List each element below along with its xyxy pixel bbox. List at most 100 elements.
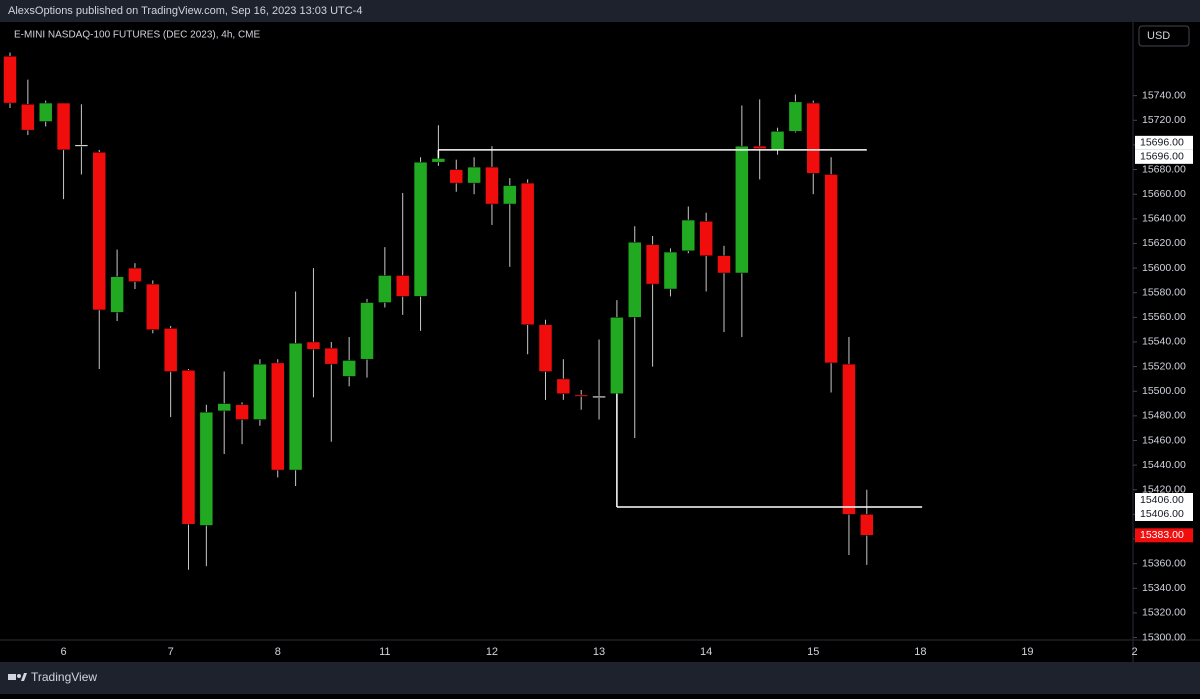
- candle-body: [824, 174, 838, 364]
- plot-bg: [0, 22, 1200, 662]
- candle-body: [378, 275, 392, 303]
- y-tick-label: 15420.00: [1142, 484, 1186, 496]
- y-tick-label: 15460.00: [1142, 434, 1186, 446]
- candle-body: [574, 394, 588, 397]
- level-tag: [1135, 506, 1193, 521]
- currency-button[interactable]: [1138, 25, 1190, 47]
- candle-body: [128, 267, 142, 282]
- candle-body: [752, 145, 767, 149]
- candle-body: [806, 102, 820, 174]
- x-tick-label: 13: [593, 646, 605, 658]
- level-label: 15406.00: [1140, 494, 1184, 506]
- y-tick-label: 15360.00: [1142, 557, 1186, 569]
- x-tick-label: 15: [807, 646, 819, 658]
- x-tick-label: 6: [60, 646, 66, 658]
- x-tick-label: 8: [275, 646, 281, 658]
- y-tick-label: 15320.00: [1142, 607, 1186, 619]
- y-tick-label: 15520.00: [1142, 360, 1186, 372]
- footer: [0, 662, 1200, 694]
- top-bar: [0, 0, 1200, 22]
- candle-body: [3, 56, 17, 104]
- candle-body: [413, 161, 428, 297]
- candle-body: [735, 145, 749, 274]
- candle-body: [38, 102, 53, 122]
- candle-body: [92, 152, 106, 311]
- candle-body: [467, 166, 481, 184]
- level-label: 15696.00: [1140, 151, 1184, 163]
- candle-body: [217, 403, 231, 412]
- candle-body: [503, 185, 517, 205]
- y-tick-label: 15300.00: [1142, 631, 1186, 643]
- y-tick-label: 15340.00: [1142, 582, 1186, 594]
- candle-body: [288, 342, 303, 471]
- candle-body: [253, 363, 267, 420]
- candle-body: [181, 370, 196, 525]
- candle-body: [610, 317, 624, 394]
- x-tick-label: 7: [168, 646, 174, 658]
- x-tick-label: 11: [379, 646, 390, 658]
- candle-body: [645, 244, 660, 285]
- candle-body: [520, 182, 535, 325]
- candle-body: [163, 328, 178, 372]
- candle-body: [663, 251, 678, 290]
- candle-body: [860, 514, 874, 536]
- last-price-label: 15383.00: [1140, 529, 1184, 541]
- candle-body: [592, 395, 606, 398]
- candle-body: [199, 411, 214, 526]
- level-tag: [1135, 149, 1193, 164]
- level-tag: [1135, 135, 1193, 150]
- candle-body: [21, 104, 35, 131]
- candle-body: [342, 360, 356, 377]
- y-tick-label: 15620.00: [1142, 237, 1186, 249]
- candle-body: [324, 347, 339, 365]
- candle-body: [485, 166, 499, 205]
- candle-body: [699, 221, 713, 257]
- chart-title: E-MINI NASDAQ-100 FUTURES (DEC 2023), 4h…: [14, 30, 260, 41]
- x-tick-label: 19: [1021, 646, 1033, 658]
- candle-body: [306, 341, 321, 350]
- y-tick-label: 15580.00: [1142, 286, 1186, 298]
- candle-body: [842, 363, 856, 515]
- candle-body: [146, 283, 160, 330]
- y-tick-label: 15740.00: [1142, 89, 1186, 101]
- candle-body: [56, 102, 71, 151]
- candle-body: [538, 324, 553, 372]
- candle-body: [717, 255, 731, 274]
- x-tick-label: 14: [700, 646, 712, 658]
- y-tick-label: 15720.00: [1142, 114, 1186, 126]
- logo: [8, 673, 27, 681]
- candle-body: [556, 378, 571, 394]
- y-tick-label: 15680.00: [1142, 163, 1186, 175]
- candle-body: [431, 158, 446, 163]
- currency: USD: [1147, 30, 1170, 42]
- candle-body: [271, 362, 285, 471]
- y-tick-label: 15540.00: [1142, 336, 1186, 348]
- candle-body: [628, 241, 642, 318]
- y-tick-label: 15480.00: [1142, 410, 1186, 422]
- y-tick-label: 15600.00: [1142, 262, 1186, 274]
- y-tick-label: 15660.00: [1142, 188, 1186, 200]
- candle-body: [110, 276, 124, 313]
- candle-body: [449, 169, 463, 184]
- x-tick-label: 18: [914, 646, 926, 658]
- x-tick-label: 12: [486, 646, 498, 658]
- level-label: 15406.00: [1140, 508, 1184, 520]
- candle-body: [360, 302, 374, 360]
- candle-body: [681, 219, 696, 252]
- candle-body: [74, 144, 89, 147]
- level-tag: [1135, 492, 1193, 507]
- footer-brand: TradingView: [31, 670, 97, 684]
- candle-body: [235, 404, 249, 420]
- x-tick-label: 2: [1131, 646, 1137, 658]
- last-price-tag: [1135, 528, 1193, 543]
- candle-body: [788, 101, 803, 132]
- y-tick-label: 15440.00: [1142, 459, 1186, 471]
- y-tick-label: 15560.00: [1142, 311, 1186, 323]
- y-tick-label: 15500.00: [1142, 385, 1186, 397]
- level-label: 15696.00: [1140, 137, 1184, 149]
- candle-body: [395, 275, 410, 297]
- publisher: AlexsOptions published on TradingView.co…: [8, 5, 362, 17]
- y-tick-label: 15640.00: [1142, 213, 1186, 225]
